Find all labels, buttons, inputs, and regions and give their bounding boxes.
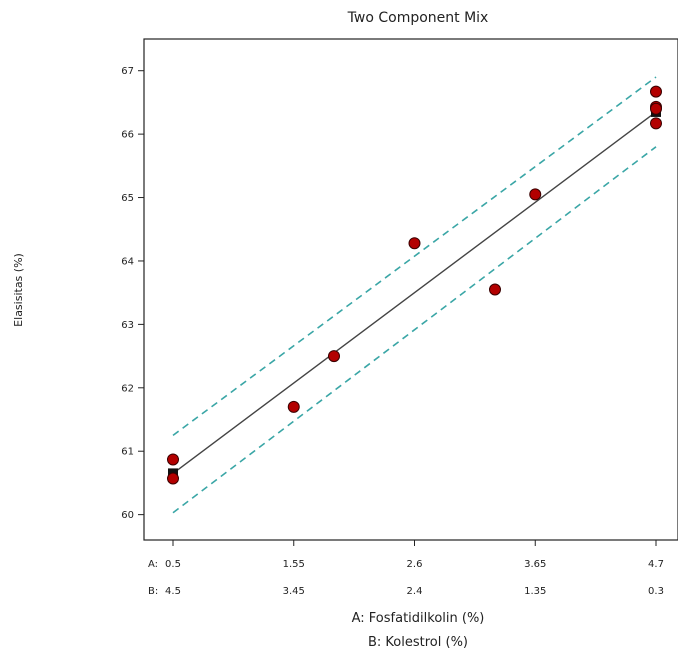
x-tick-label-b: 0.3 — [648, 586, 664, 597]
data-point — [650, 85, 662, 98]
x-tick-label-a: 2.6 — [407, 559, 423, 570]
fit-lines — [172, 76, 657, 514]
ci-lower-line — [172, 146, 657, 514]
x-tick-label-a: 0.5 — [165, 559, 181, 570]
data-point — [650, 102, 662, 115]
x-tick-label-b: 4.5 — [165, 586, 181, 597]
x-axis-label-a: A: Fosfatidilkolin (%) — [352, 611, 485, 626]
data-point — [489, 283, 501, 296]
y-tick-label: 66 — [121, 130, 134, 141]
x-tick-label-b: 2.4 — [407, 586, 423, 597]
data-point — [287, 400, 300, 413]
y-tick-label: 63 — [121, 320, 134, 331]
plot-frame — [143, 38, 678, 541]
y-tick-label: 61 — [121, 447, 134, 458]
y-tick-label: 65 — [121, 193, 134, 204]
x-ticks: 0.5 4.5 1.55 3.45 2.6 2.4 3.65 1.35 4.7 0.3 — [165, 540, 664, 597]
x-tick-label-a: 3.65 — [524, 559, 546, 570]
x-tick-label-b: 3.45 — [283, 586, 305, 597]
y-axis-label: Elasisitas (%) — [12, 253, 25, 327]
data-point — [650, 117, 662, 130]
y-tick-label: 62 — [121, 383, 134, 394]
x-tick-label-b: 1.35 — [524, 586, 546, 597]
y-ticks: 60 61 62 63 64 65 66 67 — [121, 66, 144, 521]
y-tick-label: 60 — [121, 510, 134, 521]
fit-line — [172, 111, 657, 474]
x-tick-label-a: 1.55 — [283, 559, 305, 570]
x-row-label-b: B: — [148, 586, 158, 597]
data-point — [167, 453, 179, 466]
data-point — [408, 237, 421, 250]
x-tick-label-a: 4.7 — [648, 559, 664, 570]
ci-upper-line — [172, 76, 657, 437]
data-point — [529, 188, 542, 201]
data-point — [328, 350, 340, 363]
y-tick-label: 64 — [121, 256, 134, 267]
data-point — [167, 472, 179, 485]
data-points — [167, 85, 662, 485]
chart-title: Two Component Mix — [347, 10, 489, 26]
x-axis-label-b: B: Kolestrol (%) — [368, 635, 468, 650]
x-row-label-a: A: — [148, 559, 158, 570]
y-tick-label: 67 — [121, 66, 134, 77]
